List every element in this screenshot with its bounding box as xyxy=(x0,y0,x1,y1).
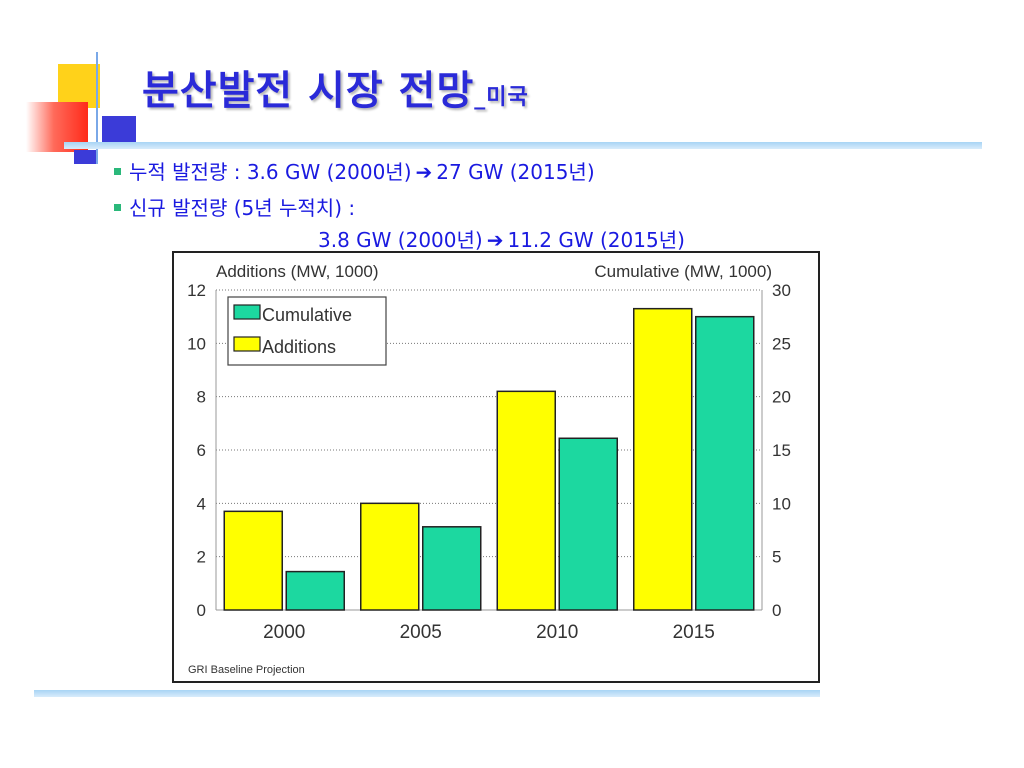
x-tick-label: 2015 xyxy=(673,622,715,643)
bullet2-label: 신규 발전량 (5년 누적치) : xyxy=(129,196,356,220)
bar-additions xyxy=(223,510,283,611)
bar-chart: 0 2 4 6 8 10 12 0 5 10 15 20 25 30 Additions (MW, 1000… xyxy=(187,262,791,676)
y-tick-label-right: 30 xyxy=(772,281,791,300)
bullet-square-icon xyxy=(114,168,121,175)
decor-yellow-block xyxy=(58,64,100,108)
legend-label: Cumulative xyxy=(262,305,352,325)
y-tick-label-left: 6 xyxy=(197,441,206,460)
bar-additions xyxy=(496,390,556,611)
bar-cumulative xyxy=(422,526,482,611)
decor-vertical-line xyxy=(96,52,98,164)
x-tick-label: 2000 xyxy=(263,622,305,643)
right-arrow-icon: ➔ xyxy=(415,160,433,184)
bullet2-before: 3.8 GW (2000년) xyxy=(318,228,483,252)
y-tick-label-left: 10 xyxy=(187,334,206,353)
y-tick-label-right: 25 xyxy=(772,334,791,353)
y-tick-label-left: 8 xyxy=(197,388,206,407)
y-tick-label-right: 5 xyxy=(772,548,781,567)
bar-cumulative xyxy=(285,570,345,611)
bullet2-after: 11.2 GW (2015년) xyxy=(507,228,685,252)
y-tick-label-right: 0 xyxy=(772,601,781,620)
y-tick-label-left: 2 xyxy=(197,548,206,567)
bar-cumulative xyxy=(558,437,618,611)
y-tick-label-right: 20 xyxy=(772,388,791,407)
bar-additions xyxy=(360,502,420,611)
y-axis-title-left: Additions (MW, 1000) xyxy=(216,262,379,281)
bullet1-label: 누적 발전량 xyxy=(129,160,234,184)
legend-swatch-cumulative xyxy=(233,304,261,320)
y-tick-label-left: 4 xyxy=(197,494,206,513)
bar-cumulative xyxy=(695,315,755,611)
y-tick-label-right: 15 xyxy=(772,441,791,460)
bullet-square-icon xyxy=(114,204,121,211)
bullet1-after: 27 GW (2015년) xyxy=(436,160,595,184)
chart-footnote: GRI Baseline Projection xyxy=(188,664,305,676)
title-suffix: _미국 xyxy=(474,85,529,110)
bullet-additions: 신규 발전량 (5년 누적치) : xyxy=(114,192,355,221)
bullet-cumulative: 누적 발전량 : 3.6 GW (2000년) ➔ 27 GW (2015년) xyxy=(114,156,595,185)
bar-additions xyxy=(633,307,693,611)
footer-line xyxy=(34,690,820,697)
chart-frame: 0 2 4 6 8 10 12 0 5 10 15 20 25 30 Additions (MW, 1000… xyxy=(172,251,820,683)
x-tick-label: 2010 xyxy=(536,622,578,643)
right-arrow-icon: ➔ xyxy=(486,228,504,252)
decor-blue-small-block xyxy=(74,150,98,164)
y-tick-label-right: 10 xyxy=(772,494,791,513)
bullet1-before: : 3.6 GW (2000년) xyxy=(233,160,412,184)
slide-title: 분산발전 시장 전망_미국 xyxy=(142,58,529,116)
x-tick-label: 2005 xyxy=(400,622,442,643)
bullet-additions-values: 3.8 GW (2000년) ➔ 11.2 GW (2015년) xyxy=(318,224,685,253)
title-main: 분산발전 시장 전망 xyxy=(142,68,475,114)
y-axis-title-right: Cumulative (MW, 1000) xyxy=(594,262,772,281)
y-tick-label-left: 0 xyxy=(197,601,206,620)
legend-label: Additions xyxy=(262,337,336,357)
y-tick-label-left: 12 xyxy=(187,281,206,300)
decor-blue-block xyxy=(102,116,136,146)
legend-swatch-additions xyxy=(233,336,261,352)
title-underline xyxy=(64,142,982,149)
